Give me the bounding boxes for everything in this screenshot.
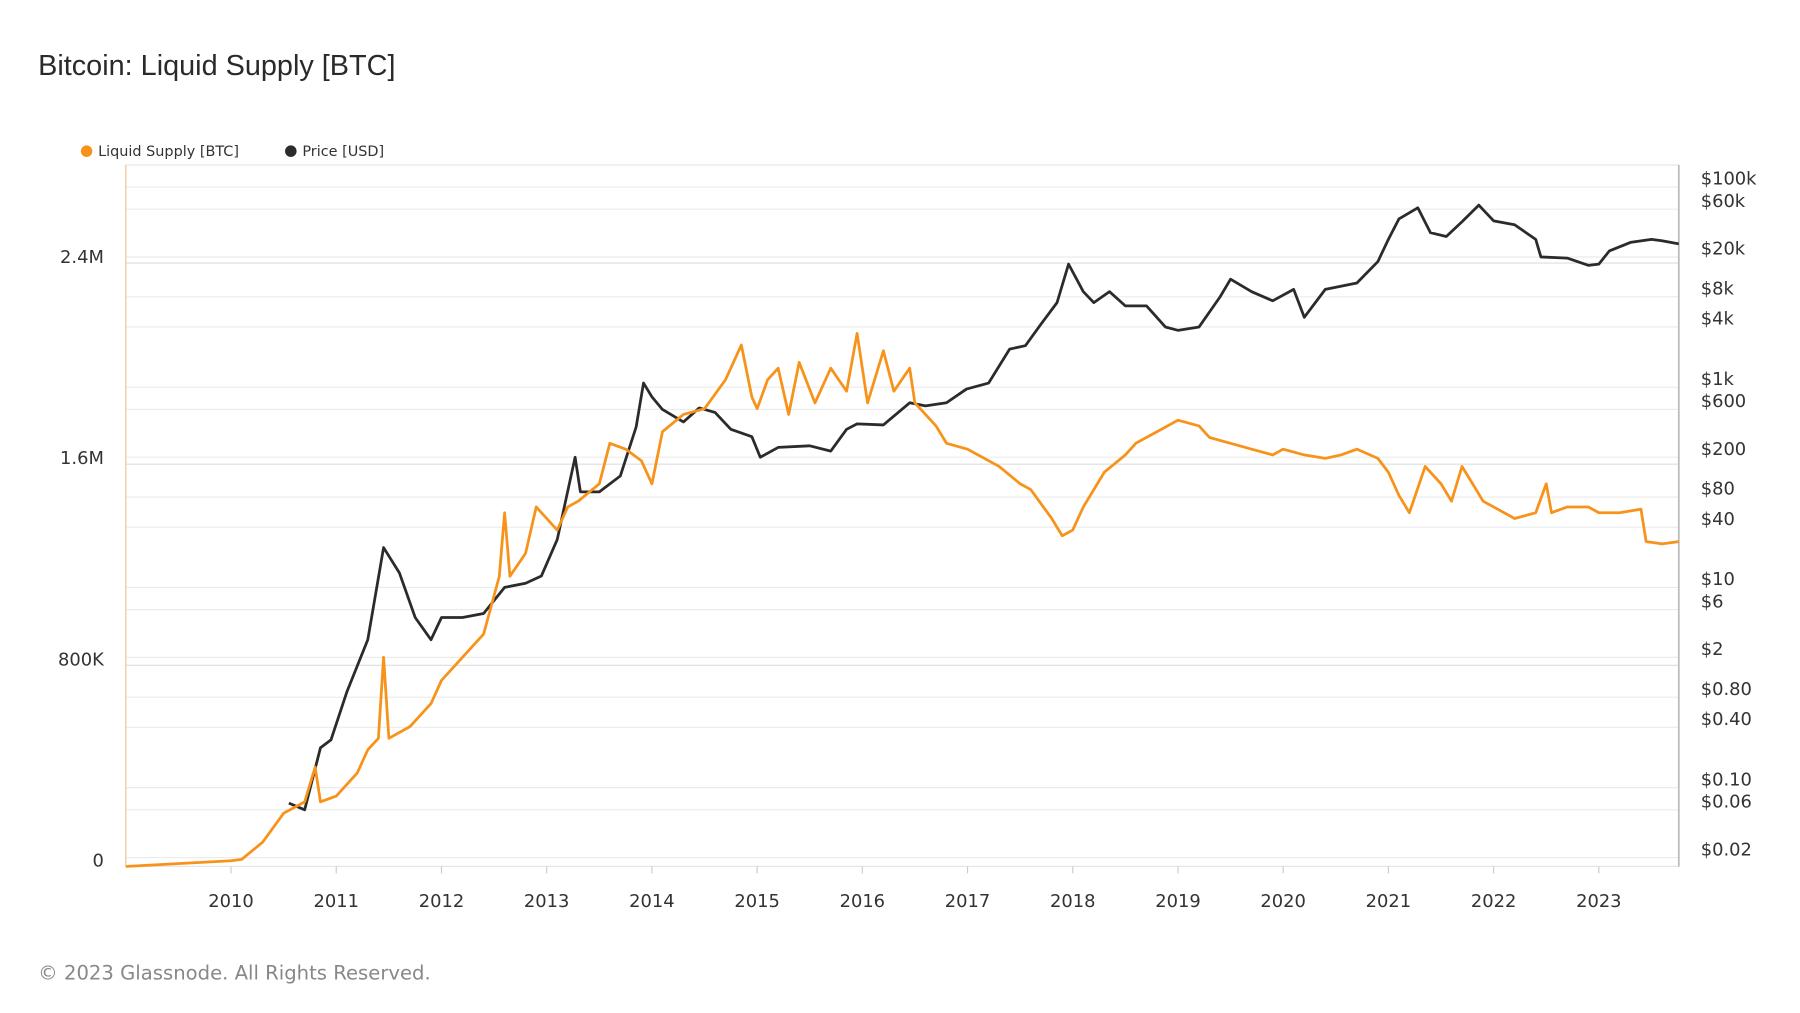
legend-label[interactable]: Liquid Supply [BTC] (98, 144, 239, 160)
x-tick-label: 2013 (524, 891, 570, 912)
x-tick-label: 2010 (208, 891, 254, 912)
x-tick-label: 2023 (1576, 891, 1622, 912)
legend-marker (80, 145, 93, 157)
x-axis: 2010 2011 2012 2013 2014 2015 2016 2017 2018 2019… (208, 866, 1622, 912)
y-right-tick-label: $600 (1701, 391, 1747, 412)
y-right-tick-label: $40 (1701, 509, 1735, 530)
y-left-tick-label: 0 (93, 850, 104, 871)
x-tick-label: 2018 (1050, 891, 1096, 912)
y-right-tick-label: $4k (1701, 309, 1735, 330)
x-tick-label: 2014 (629, 891, 675, 912)
chart-title: Bitcoin: Liquid Supply [BTC] (38, 50, 395, 82)
legend-label[interactable]: Price [USD] (302, 144, 384, 160)
y-left-tick-label: 2.4M (60, 247, 104, 268)
x-tick-label: 2019 (1155, 891, 1200, 912)
y-right-tick-label: $0.02 (1701, 839, 1752, 860)
x-tick-label: 2011 (314, 891, 360, 912)
x-tick-label: 2021 (1366, 891, 1411, 912)
y-left-tick-label: 800K (58, 649, 105, 670)
y-right-tick-label: $60k (1701, 191, 1746, 212)
y-right-tick-label: $1k (1701, 369, 1735, 390)
y-right-tick-label: $80 (1701, 479, 1735, 500)
gridlines (125, 186, 1679, 868)
x-tick-label: 2022 (1471, 891, 1517, 912)
y-right-tick-label: $10 (1701, 569, 1735, 590)
x-tick-label: 2020 (1260, 891, 1305, 912)
legend: Liquid Supply [BTC] Price [USD] (80, 144, 384, 160)
y-right-tick-label: $8k (1701, 279, 1735, 300)
series-line-price (288, 203, 1680, 812)
x-tick-label: 2017 (945, 891, 991, 912)
y-right-tick-label: $200 (1701, 439, 1747, 460)
y-left-tick-label: 1.6M (60, 448, 104, 469)
y-right-tick-label: $0.80 (1701, 679, 1752, 700)
y-right-tick-label: $20k (1701, 239, 1746, 260)
x-tick-label: 2015 (734, 891, 780, 912)
y-right-tick-label: $0.06 (1701, 792, 1752, 813)
legend-marker (285, 145, 297, 157)
y-right-tick-label: $0.40 (1701, 709, 1752, 730)
plot-area (125, 164, 1680, 868)
y-right-tick-label: $6 (1701, 591, 1724, 612)
x-tick-label: 2016 (840, 891, 886, 912)
series-lines (125, 203, 1680, 868)
y-axis-left: 0 800K 1.6M 2.4M (58, 247, 105, 871)
y-right-tick-label: $2 (1701, 639, 1724, 660)
y-axis-right: $0.02 $0.06$0.10 $0.40 $0.80 $2 $6$10 $40 $80 $2… (1701, 169, 1757, 861)
y-right-tick-label: $0.10 (1701, 769, 1752, 790)
x-tick-label: 2012 (419, 891, 465, 912)
series-line-liquid-supply (125, 332, 1679, 868)
y-right-tick-label: $100k (1701, 169, 1757, 190)
copyright-footer: © 2023 Glassnode. All Rights Reserved. (38, 962, 431, 985)
